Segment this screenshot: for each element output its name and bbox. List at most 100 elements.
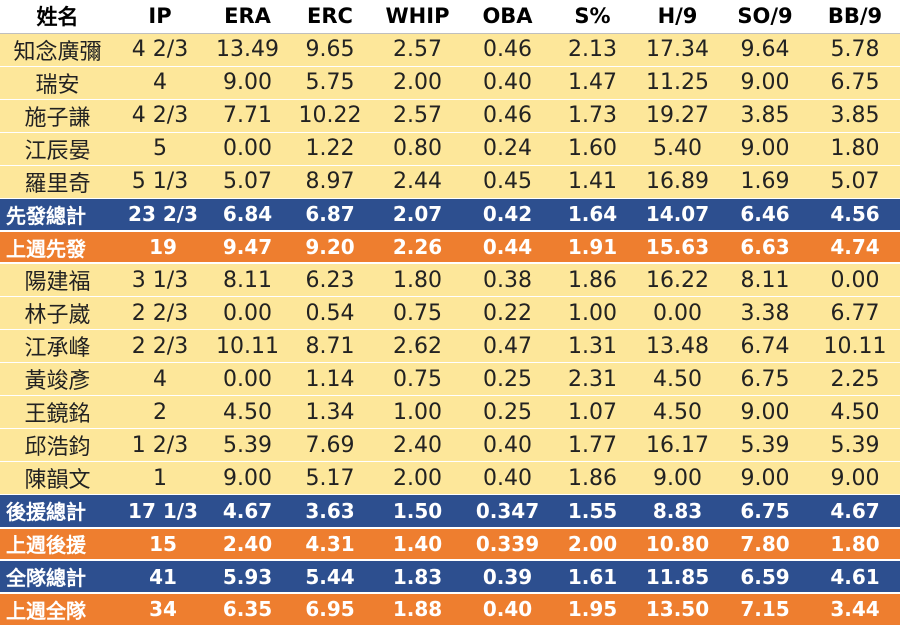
last-week-row: 上週先發 19 9.47 9.20 2.26 0.44 1.91 15.63 6.63 4.74 bbox=[0, 230, 900, 265]
cell-s-pct: 1.95 bbox=[550, 592, 635, 627]
cell-erc: 6.23 bbox=[290, 263, 370, 298]
cell-so9: 7.80 bbox=[720, 527, 810, 562]
total-row: 後援總計 17 1/3 4.67 3.63 1.50 0.347 1.55 8.83 6.75 4… bbox=[0, 494, 900, 529]
cell-so9: 5.39 bbox=[720, 428, 810, 463]
cell-name: 知念廣彌 bbox=[0, 33, 115, 67]
cell-erc: 0.54 bbox=[290, 296, 370, 331]
cell-h9: 15.63 bbox=[635, 230, 720, 265]
cell-so9: 1.69 bbox=[720, 165, 810, 199]
cell-erc: 6.87 bbox=[290, 198, 370, 232]
cell-erc: 9.65 bbox=[290, 33, 370, 67]
cell-name: 江承峰 bbox=[0, 329, 115, 364]
cell-oba: 0.24 bbox=[465, 132, 550, 166]
pitcher-row: 王鏡銘 2 4.50 1.34 1.00 0.25 1.07 4.50 9.00 4.50 bbox=[0, 395, 900, 430]
cell-whip: 2.40 bbox=[370, 428, 465, 463]
cell-ip: 1 bbox=[115, 461, 205, 496]
cell-name: 林子崴 bbox=[0, 296, 115, 331]
header-era: ERA bbox=[205, 0, 290, 34]
cell-erc: 1.34 bbox=[290, 395, 370, 430]
cell-oba: 0.22 bbox=[465, 296, 550, 331]
cell-h9: 4.50 bbox=[635, 362, 720, 397]
cell-ip: 23 2/3 bbox=[115, 198, 205, 232]
cell-so9: 6.74 bbox=[720, 329, 810, 364]
cell-oba: 0.38 bbox=[465, 263, 550, 298]
cell-ip: 4 2/3 bbox=[115, 99, 205, 133]
cell-bb9: 10.11 bbox=[810, 329, 900, 364]
cell-erc: 1.14 bbox=[290, 362, 370, 397]
cell-so9: 6.63 bbox=[720, 230, 810, 265]
last-week-row: 上週全隊 34 6.35 6.95 1.88 0.40 1.95 13.50 7.15 3.44 bbox=[0, 592, 900, 627]
cell-oba: 0.46 bbox=[465, 33, 550, 67]
cell-bb9: 4.61 bbox=[810, 560, 900, 594]
header-erc: ERC bbox=[290, 0, 370, 34]
cell-h9: 8.83 bbox=[635, 494, 720, 529]
cell-h9: 9.00 bbox=[635, 461, 720, 496]
cell-ip: 4 bbox=[115, 362, 205, 397]
cell-whip: 0.75 bbox=[370, 296, 465, 331]
cell-h9: 5.40 bbox=[635, 132, 720, 166]
cell-erc: 5.44 bbox=[290, 560, 370, 594]
cell-era: 5.07 bbox=[205, 165, 290, 199]
pitcher-row: 江承峰 2 2/3 10.11 8.71 2.62 0.47 1.31 13.48 6.74 10… bbox=[0, 329, 900, 364]
cell-oba: 0.40 bbox=[465, 461, 550, 496]
cell-so9: 9.00 bbox=[720, 132, 810, 166]
cell-whip: 1.80 bbox=[370, 263, 465, 298]
cell-oba: 0.44 bbox=[465, 230, 550, 265]
cell-ip: 17 1/3 bbox=[115, 494, 205, 529]
cell-oba: 0.339 bbox=[465, 527, 550, 562]
cell-erc: 8.97 bbox=[290, 165, 370, 199]
total-row: 全隊總計 41 5.93 5.44 1.83 0.39 1.61 11.85 6.59 4.61 bbox=[0, 560, 900, 594]
cell-name: 全隊總計 bbox=[0, 560, 115, 594]
pitcher-row: 江辰晏 5 0.00 1.22 0.80 0.24 1.60 5.40 9.00 1.80 bbox=[0, 132, 900, 166]
cell-ip: 15 bbox=[115, 527, 205, 562]
cell-whip: 2.44 bbox=[370, 165, 465, 199]
cell-s-pct: 1.86 bbox=[550, 461, 635, 496]
cell-oba: 0.347 bbox=[465, 494, 550, 529]
cell-bb9: 5.07 bbox=[810, 165, 900, 199]
cell-name: 後援總計 bbox=[0, 494, 115, 529]
cell-h9: 13.50 bbox=[635, 592, 720, 627]
pitcher-row: 羅里奇 5 1/3 5.07 8.97 2.44 0.45 1.41 16.89 1.69 5.0… bbox=[0, 165, 900, 199]
cell-whip: 1.88 bbox=[370, 592, 465, 627]
cell-bb9: 3.85 bbox=[810, 99, 900, 133]
cell-erc: 5.75 bbox=[290, 66, 370, 100]
cell-erc: 8.71 bbox=[290, 329, 370, 364]
cell-so9: 7.15 bbox=[720, 592, 810, 627]
cell-whip: 1.83 bbox=[370, 560, 465, 594]
header-s-pct: S% bbox=[550, 0, 635, 34]
cell-whip: 2.26 bbox=[370, 230, 465, 265]
cell-so9: 9.00 bbox=[720, 461, 810, 496]
cell-name: 邱浩鈞 bbox=[0, 428, 115, 463]
cell-name: 陽建福 bbox=[0, 263, 115, 298]
header-ip: IP bbox=[115, 0, 205, 34]
cell-oba: 0.25 bbox=[465, 395, 550, 430]
cell-era: 10.11 bbox=[205, 329, 290, 364]
cell-oba: 0.40 bbox=[465, 66, 550, 100]
cell-bb9: 4.50 bbox=[810, 395, 900, 430]
cell-oba: 0.39 bbox=[465, 560, 550, 594]
cell-oba: 0.46 bbox=[465, 99, 550, 133]
cell-oba: 0.42 bbox=[465, 198, 550, 232]
cell-name: 王鏡銘 bbox=[0, 395, 115, 430]
cell-name: 先發總計 bbox=[0, 198, 115, 232]
cell-era: 7.71 bbox=[205, 99, 290, 133]
cell-erc: 5.17 bbox=[290, 461, 370, 496]
cell-whip: 2.07 bbox=[370, 198, 465, 232]
cell-name: 陳韻文 bbox=[0, 461, 115, 496]
cell-so9: 8.11 bbox=[720, 263, 810, 298]
cell-whip: 1.00 bbox=[370, 395, 465, 430]
cell-bb9: 4.74 bbox=[810, 230, 900, 265]
pitcher-row: 瑞安 4 9.00 5.75 2.00 0.40 1.47 11.25 9.00 6.75 bbox=[0, 66, 900, 100]
cell-era: 5.93 bbox=[205, 560, 290, 594]
cell-so9: 6.46 bbox=[720, 198, 810, 232]
pitcher-row: 知念廣彌 4 2/3 13.49 9.65 2.57 0.46 2.13 17.34 9.64 5… bbox=[0, 33, 900, 67]
cell-name: 上週後援 bbox=[0, 527, 115, 562]
cell-s-pct: 1.64 bbox=[550, 198, 635, 232]
cell-bb9: 6.75 bbox=[810, 66, 900, 100]
pitcher-row: 施子謙 4 2/3 7.71 10.22 2.57 0.46 1.73 19.27 3.85 3.… bbox=[0, 99, 900, 133]
cell-so9: 3.38 bbox=[720, 296, 810, 331]
cell-name: 黃竣彥 bbox=[0, 362, 115, 397]
cell-oba: 0.25 bbox=[465, 362, 550, 397]
cell-s-pct: 1.55 bbox=[550, 494, 635, 529]
cell-ip: 2 2/3 bbox=[115, 296, 205, 331]
